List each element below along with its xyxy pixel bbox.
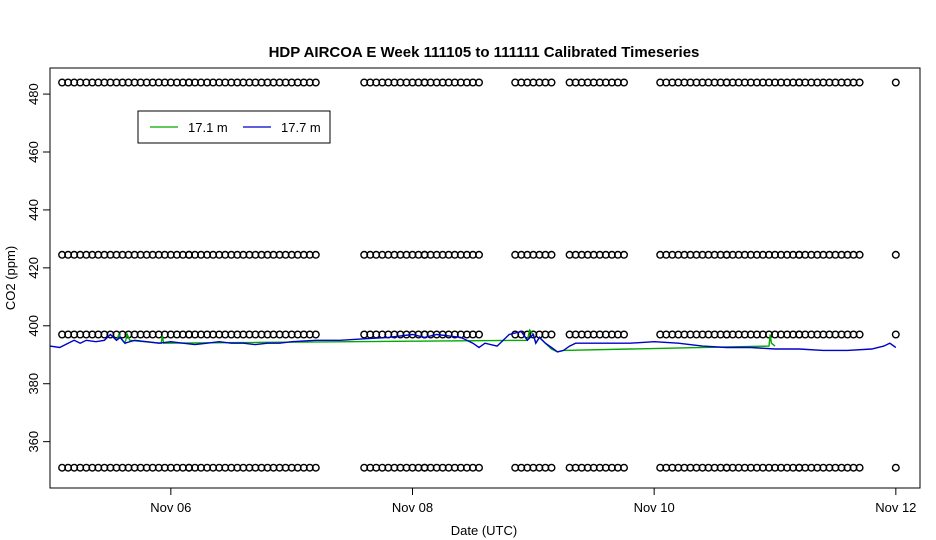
legend-box <box>137 110 331 144</box>
legend-label: 17.1 m <box>188 120 228 135</box>
y-tick-label: 440 <box>26 199 41 221</box>
calibration-points <box>58 78 900 472</box>
calibration-point <box>855 250 864 259</box>
calibration-point <box>475 463 484 472</box>
calibration-point <box>547 463 556 472</box>
x-axis-label: Date (UTC) <box>451 523 517 538</box>
calibration-point <box>311 463 320 472</box>
y-axis: 360 380 400 420 440 460 480 <box>26 83 51 453</box>
calibration-point <box>855 78 864 87</box>
calibration-point <box>311 330 320 339</box>
chart-title: HDP AIRCOA E Week 111105 to 111111 Calib… <box>269 44 700 61</box>
y-axis-label: CO2 (ppm) <box>3 246 18 310</box>
calibration-point <box>891 330 900 339</box>
y-tick-label: 480 <box>26 83 41 105</box>
calibration-point <box>547 78 556 87</box>
calibration-point <box>311 250 320 259</box>
calibration-point <box>475 330 484 339</box>
calibration-point <box>620 78 629 87</box>
y-tick-label: 460 <box>26 141 41 163</box>
calibration-point <box>547 330 556 339</box>
calibration-point <box>891 78 900 87</box>
x-tick-label: Nov 10 <box>634 500 675 515</box>
y-tick-label: 420 <box>26 257 41 279</box>
calibration-point <box>475 78 484 87</box>
calibration-point <box>620 250 629 259</box>
series-line-17-1-m <box>115 328 776 353</box>
legend: 17.1 m 17.7 m <box>137 110 331 144</box>
y-tick-label: 360 <box>26 431 41 453</box>
calibration-point <box>620 330 629 339</box>
calibration-point <box>620 463 629 472</box>
calibration-point <box>475 250 484 259</box>
x-axis: Nov 06 Nov 08 Nov 10 Nov 12 <box>150 487 916 515</box>
y-tick-label: 400 <box>26 315 41 337</box>
x-tick-label: Nov 06 <box>150 500 191 515</box>
calibration-point <box>855 463 864 472</box>
y-tick-label: 380 <box>26 373 41 395</box>
calibration-point <box>547 250 556 259</box>
series-lines <box>49 328 897 353</box>
calibration-point <box>891 250 900 259</box>
calibration-point <box>311 78 320 87</box>
series-line-17-7-m <box>49 330 897 353</box>
calibration-point <box>855 330 864 339</box>
x-tick-label: Nov 08 <box>392 500 433 515</box>
x-tick-label: Nov 12 <box>875 500 916 515</box>
calibration-point <box>891 463 900 472</box>
legend-label: 17.7 m <box>281 120 321 135</box>
